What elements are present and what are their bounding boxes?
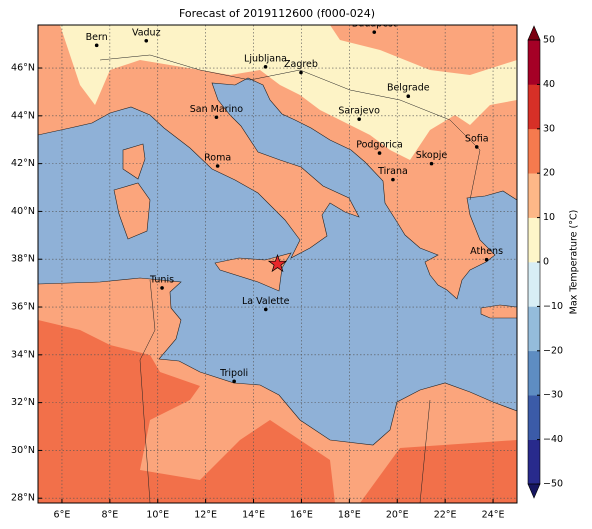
x-tick-label: 6°E [54,510,71,521]
colorbar-tick-label: 10 [543,212,555,223]
border [139,279,156,503]
y-tick-label: 32°N [11,397,35,408]
colorbar-tick-label: 30 [543,123,555,134]
colorbar-bin [528,40,540,85]
y-tick-label: 36°N [11,302,35,313]
x-tick-label: 22°E [434,510,457,521]
colorbar-bin [528,173,540,218]
x-tick-label: 8°E [101,510,118,521]
colorbar-tick-label: −30 [543,390,563,401]
city-dot [263,65,268,69]
corsica [122,143,146,180]
city-label: Belgrade [387,83,430,94]
city-dot [372,30,377,34]
colorbar-bin [528,217,540,263]
city-label: Zagreb [284,59,318,70]
city-label: Sofia [465,133,489,144]
x-tick-label: 18°E [338,510,361,521]
city-label: Sarajevo [338,106,380,117]
map-title: Forecast of 2019112600 (f000-024) [179,7,375,20]
city-label: Tunis [149,274,174,285]
warm-region [38,320,335,503]
city-dot [429,161,434,166]
colorbar-bin [528,306,540,352]
city-label: San Marino [190,104,243,115]
x-tick-label: 16°E [290,510,313,521]
city-label: La Valette [242,296,290,307]
colorbar-tick-label: −40 [543,434,563,445]
y-tick-label: 28°N [11,493,35,504]
x-tick-label: 12°E [194,510,217,521]
colorbar-label: Max Temperature (°C) [569,210,580,315]
x-tick-label: 24°E [482,510,505,521]
colorbar-tick-label: 0 [543,257,549,268]
colorbar-bin [528,84,540,130]
colorbar-bin [528,395,540,440]
sardinia [113,182,151,240]
city-dot [406,94,411,99]
city-label: Budapest [352,19,397,30]
city-dot [391,177,395,182]
city-dot [144,38,149,43]
city-label: Tripoli [219,368,248,379]
colorbar-bin [528,262,540,307]
y-tick-label: 42°N [11,158,35,169]
city-dot [263,307,268,312]
city-dot [232,379,236,384]
city-dot [299,70,303,75]
city-label: Podgorica [356,140,403,151]
city-label: Vaduz [132,27,161,38]
star-marker [267,253,288,273]
colorbar-bin [528,350,540,396]
border [99,54,481,201]
colorbar-tick-label: −50 [543,479,563,490]
y-tick-label: 34°N [11,349,35,360]
x-tick-label: 10°E [146,510,169,521]
y-tick-label: 46°N [11,63,35,74]
city-label: Skopje [416,150,448,161]
colorbar-tick-label: 20 [543,168,555,179]
y-tick-label: 44°N [11,110,35,121]
city-dot [215,164,220,168]
city-dot [214,115,219,120]
axes: 6°E 8°E 10°E 12°E 14°E 16°E 18°E 20°E 22°E 24°E 28… [11,63,504,521]
colorbar-tick-label: 40 [543,79,555,90]
colorbar-bin [528,128,540,174]
city-dot [160,286,164,290]
city-label: Tirana [377,166,408,177]
city-dot [484,257,489,262]
city-dot [357,117,361,121]
warm-region [360,440,517,503]
cool-region [60,25,517,160]
border [419,399,431,503]
city-dot [94,43,99,48]
x-tick-label: 20°E [386,510,409,521]
city-label: Athens [470,246,503,257]
y-tick-label: 40°N [11,206,35,217]
colorbar-bin [528,439,540,485]
city-label: Bern [86,32,108,43]
colorbar-tick-label: 50 [543,35,555,46]
city-dot [474,145,479,149]
crete [480,304,517,319]
y-tick-label: 38°N [11,254,35,265]
colorbar-under [527,483,541,499]
city-label: Roma [204,153,231,164]
colorbar-tick-label: −20 [543,345,563,356]
map-frame [37,24,518,504]
city-label: Ljubljana [244,53,287,64]
colorbar-tick-label: −10 [543,301,563,312]
city-dot [377,151,382,155]
x-tick-label: 14°E [242,510,265,521]
colorbar-over [527,25,541,41]
colorbar: −50 −40 −30 −20 −10 0 10 20 30 40 50 Max Temperatur… [527,25,580,499]
y-tick-label: 30°N [11,445,35,456]
